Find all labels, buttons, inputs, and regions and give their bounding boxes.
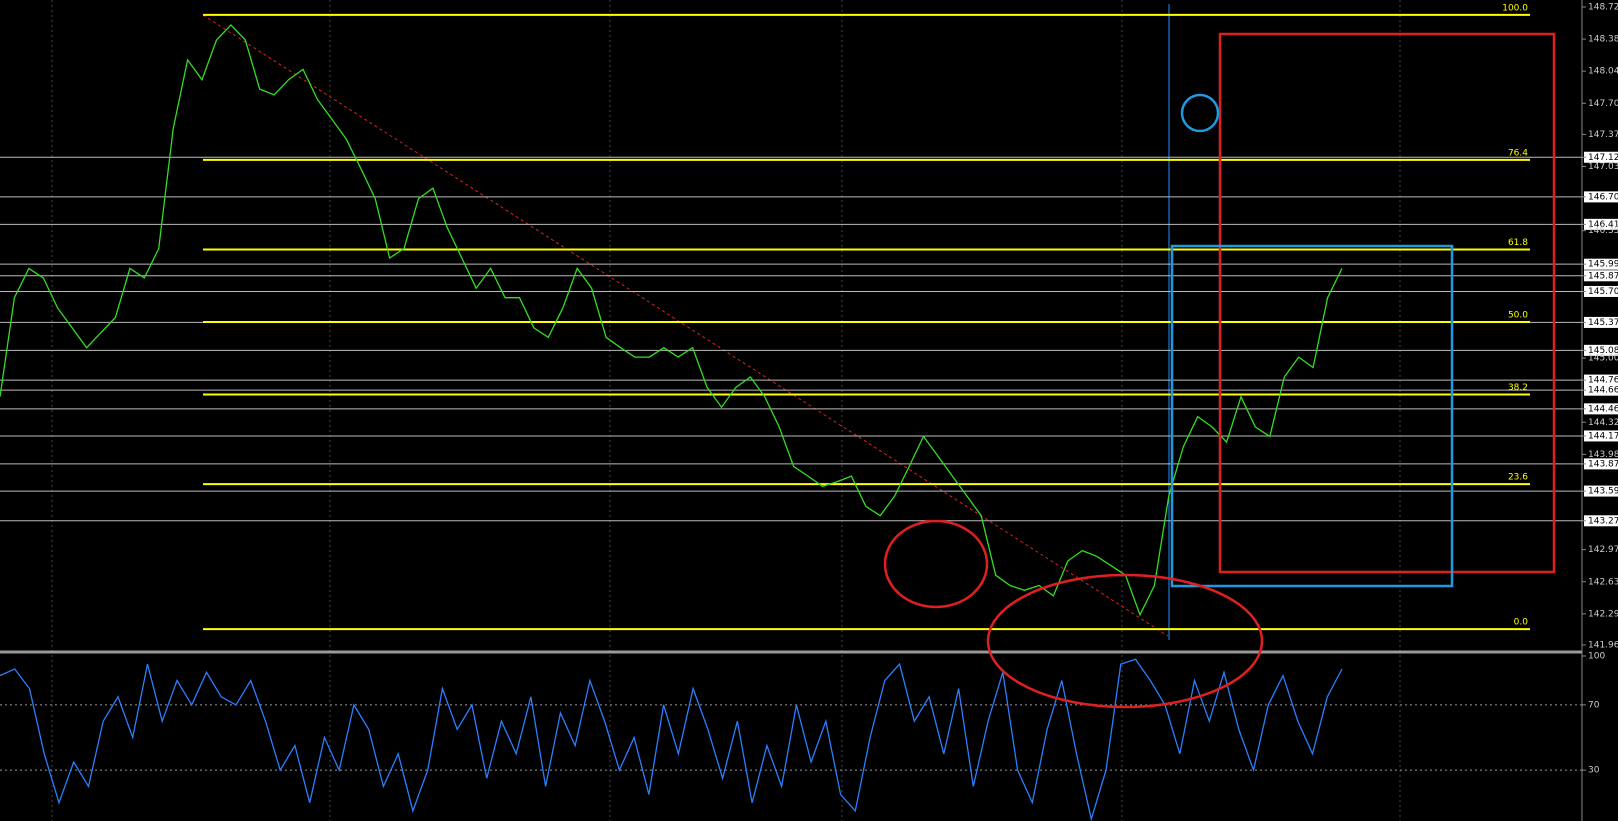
tick-badge [1584, 403, 1618, 415]
y-tick-label: 148.380 [1588, 35, 1618, 45]
fib-label: 76.4 [1508, 148, 1528, 158]
y-tick-label: 143.980 [1588, 450, 1618, 460]
y-tick-label: 143.879 [1588, 459, 1618, 469]
y-tick-label: 30 [1588, 766, 1600, 776]
y-tick-label: 144.462 [1588, 404, 1618, 414]
tick-badge [1584, 270, 1618, 282]
y-tick-label: 70 [1588, 700, 1600, 710]
y-tick-label: 143.276 [1588, 516, 1618, 526]
y-tick-label: 148.040 [1588, 67, 1618, 77]
fib-label: 23.6 [1508, 473, 1528, 483]
marks: 148.720 148.380 148.040 147.700 147.370 147.1… [0, 3, 1618, 821]
fib-label: 100.0 [1502, 3, 1528, 13]
y-tick-label: 144.767 [1588, 376, 1618, 386]
y-tick-label: 146.708 [1588, 192, 1618, 202]
fib-label: 50.0 [1508, 311, 1528, 321]
fib-label: 0.0 [1514, 618, 1529, 628]
tick-badge [1584, 218, 1618, 230]
vertical-grid [51, 0, 1401, 821]
y-tick-label: 145.082 [1588, 346, 1618, 356]
y-tick-label: 142.290 [1588, 609, 1618, 619]
y-tick-label: 145.378 [1588, 318, 1618, 328]
tick-badge [1584, 458, 1618, 470]
y-tick-label: 145.872 [1588, 271, 1618, 281]
tick-badge [1584, 285, 1618, 297]
trend-line [202, 14, 1169, 637]
y-tick-label: 142.630 [1588, 577, 1618, 587]
y-tick-label: 147.030 [1588, 162, 1618, 172]
tick-badge [1584, 384, 1618, 396]
tick-badge [1584, 191, 1618, 203]
tick-badge [1584, 485, 1618, 497]
tick-badge [1584, 430, 1618, 442]
y-tick-label: 144.175 [1588, 431, 1618, 441]
highlight-ellipse [883, 519, 989, 609]
tick-badge [1584, 316, 1618, 328]
y-tick-label: 142.970 [1588, 545, 1618, 555]
tick-badge [1584, 374, 1618, 386]
tick-badge [1584, 515, 1618, 527]
y-tick-label: 147.700 [1588, 99, 1618, 109]
highlight-ellipse [986, 573, 1264, 709]
tick-badge [1584, 344, 1618, 356]
highlight-circle [1180, 93, 1220, 133]
y-tick-label: 147.370 [1588, 130, 1618, 140]
tick-badge [1584, 151, 1618, 163]
y-tick-label: 146.417 [1588, 220, 1618, 230]
y-tick-label: 145.706 [1588, 287, 1618, 297]
y-tick-label: 147.128 [1588, 153, 1618, 163]
y-tick-label: 143.591 [1588, 487, 1618, 497]
series-line [0, 23, 1343, 617]
fib-label: 38.2 [1508, 383, 1528, 393]
series-line [0, 658, 1343, 821]
tick-badge [1584, 258, 1618, 270]
zone-box [1170, 244, 1454, 588]
y-tick-label: 144.660 [1588, 386, 1618, 396]
y-tick-label: 100 [1588, 652, 1605, 662]
y-tick-label: 145.000 [1588, 354, 1618, 364]
y-tick-label: 141.960 [1588, 641, 1618, 651]
y-tick-label: 148.720 [1588, 3, 1618, 13]
y-tick-label: 146.350 [1588, 226, 1618, 236]
target-box [1218, 32, 1556, 574]
y-tick-label: 144.320 [1588, 418, 1618, 428]
fib-label: 61.8 [1508, 238, 1528, 248]
y-tick-label: 145.995 [1588, 260, 1618, 270]
